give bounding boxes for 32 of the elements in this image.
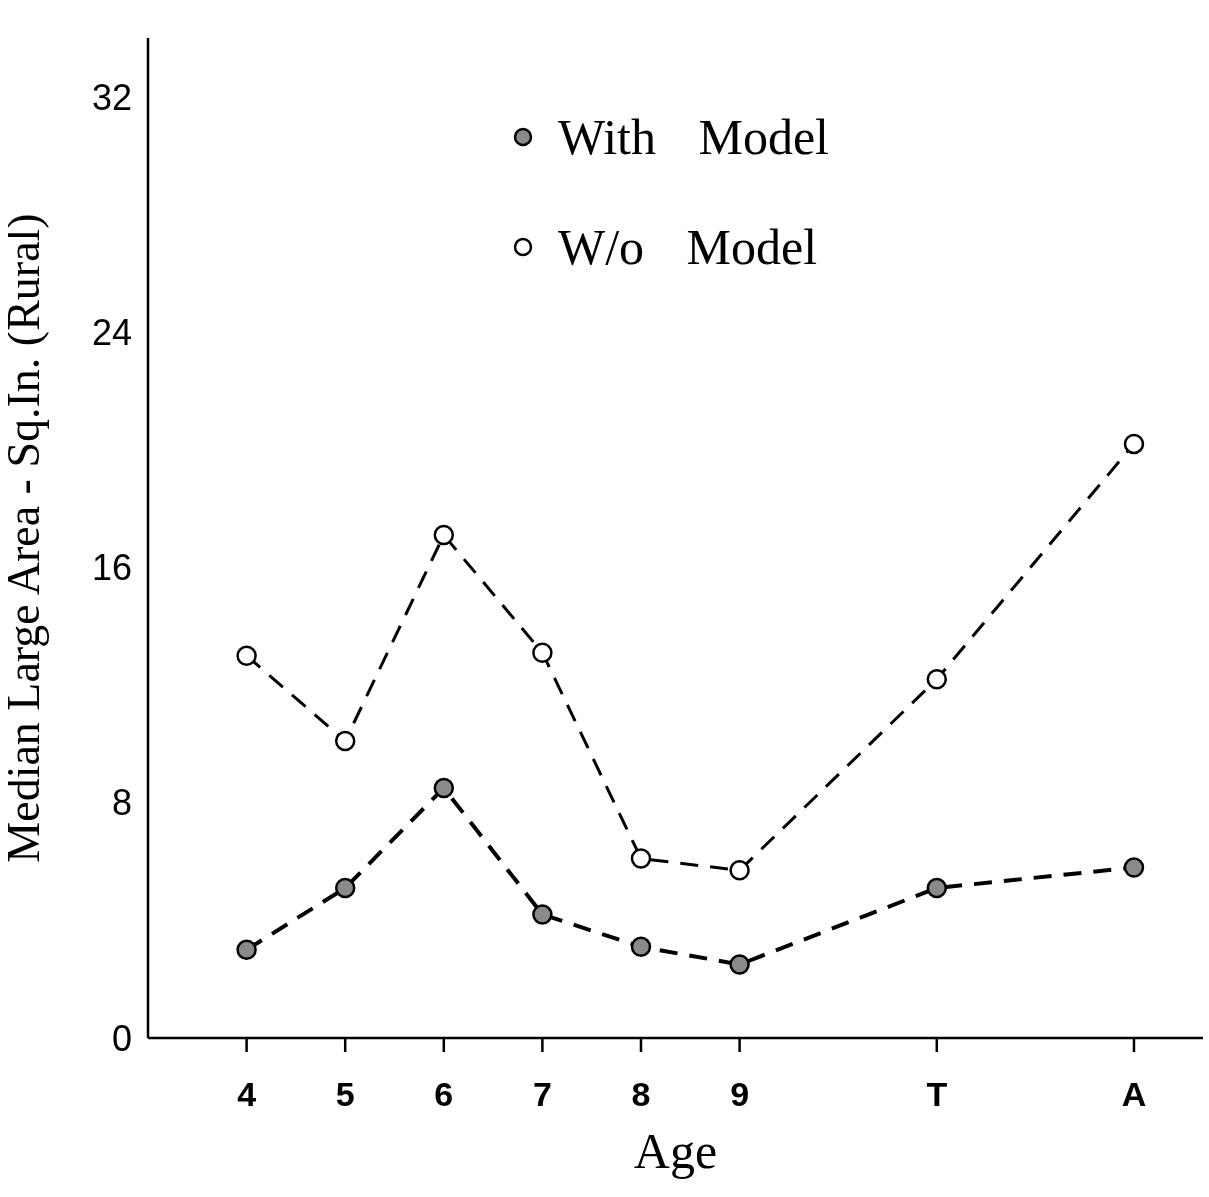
x-tick-label: A: [1121, 1075, 1147, 1114]
point: [1123, 433, 1145, 455]
x-axis-title: Age: [633, 1123, 718, 1179]
point: [729, 954, 750, 975]
point: [236, 939, 257, 961]
x-tick-label: 8: [631, 1075, 651, 1114]
legend-label: W/o Model: [558, 218, 818, 276]
x-tick-label: 6: [434, 1075, 454, 1114]
point: [926, 877, 948, 899]
y-tick-label: 32: [91, 76, 132, 118]
point: [729, 860, 750, 881]
x-tick-label: 5: [335, 1075, 355, 1114]
y-tick-label: 24: [91, 311, 132, 353]
y-tick-label: 0: [111, 1017, 132, 1059]
point: [630, 848, 652, 869]
y-tick-label: 16: [91, 547, 132, 589]
x-tick-label: T: [926, 1075, 948, 1114]
x-tick-label: 7: [532, 1075, 552, 1114]
point: [532, 904, 553, 925]
point: [236, 645, 257, 666]
point: [630, 936, 652, 958]
point: [532, 642, 553, 663]
x-tick-label: 4: [237, 1075, 257, 1114]
point: [433, 524, 455, 546]
y-tick-label: 8: [111, 782, 132, 824]
x-tick-label: 9: [730, 1075, 750, 1114]
point: [1123, 857, 1145, 878]
point: [926, 668, 948, 690]
point: [334, 877, 356, 899]
point: [433, 777, 455, 799]
point: [334, 730, 356, 752]
legend-label: With Model: [558, 108, 830, 166]
